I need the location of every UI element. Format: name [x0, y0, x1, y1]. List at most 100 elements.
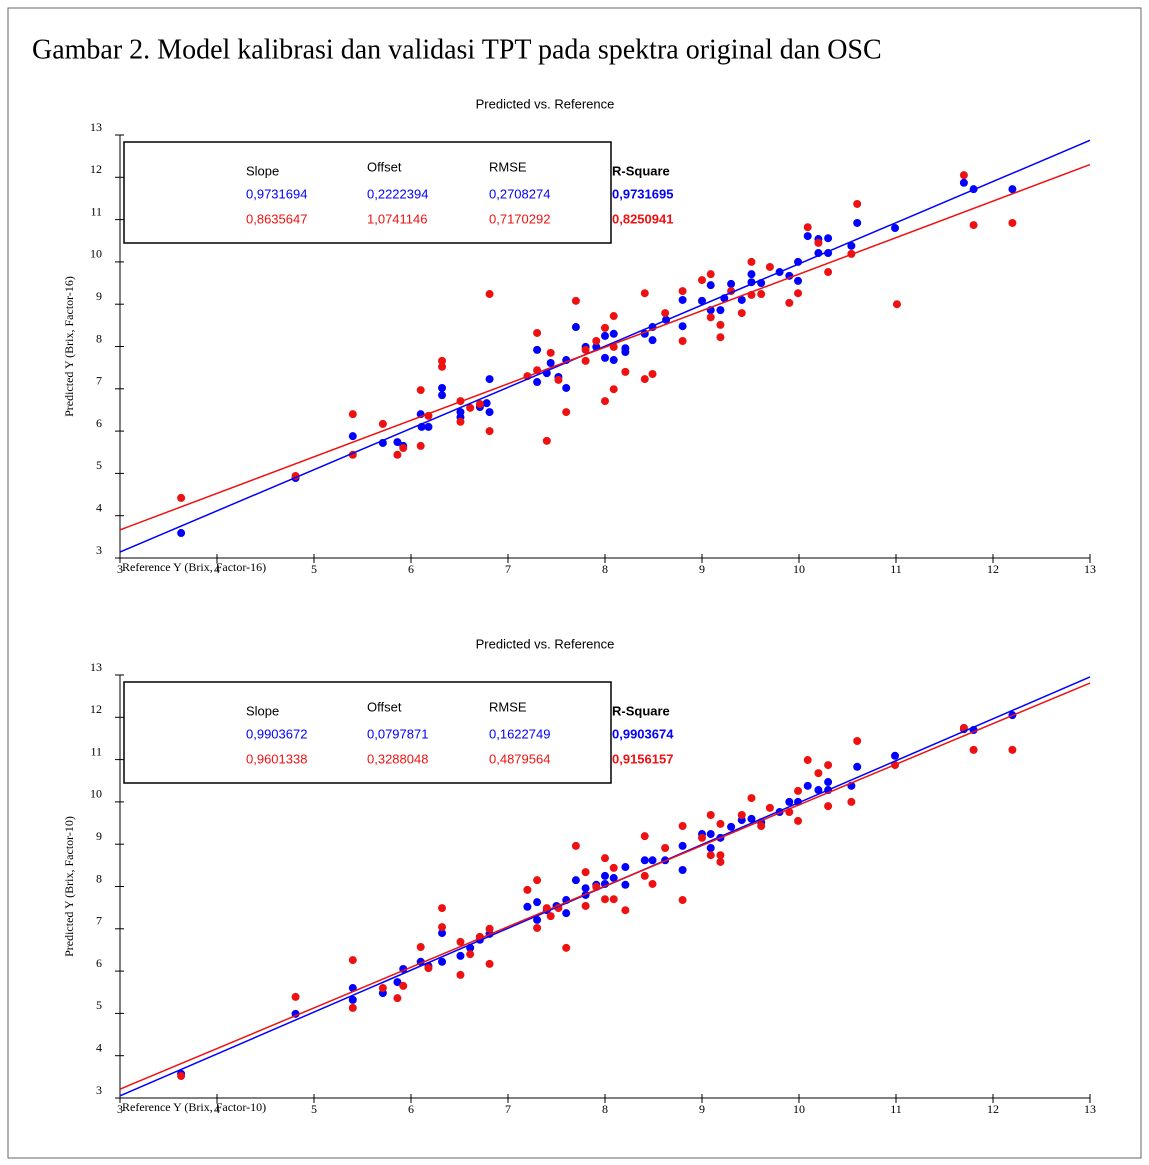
point [678, 337, 687, 346]
point [424, 422, 433, 431]
point [601, 331, 609, 340]
point [678, 896, 687, 905]
point [661, 844, 670, 853]
point [621, 367, 630, 376]
point [706, 851, 715, 860]
point [581, 345, 590, 354]
point [824, 234, 833, 243]
point [698, 296, 706, 305]
stats-value: 0,7170292 [489, 211, 550, 226]
y-tick-label: 3 [96, 1083, 102, 1097]
point [378, 984, 387, 993]
point [853, 762, 862, 771]
point [466, 403, 475, 412]
point [640, 289, 649, 298]
point [546, 348, 555, 357]
point [609, 312, 618, 321]
point [969, 745, 978, 754]
point [378, 419, 387, 428]
point [747, 794, 756, 803]
point [640, 375, 649, 384]
stats-header: R-Square [612, 703, 670, 718]
point [609, 863, 618, 872]
y-tick-label: 3 [96, 543, 102, 557]
point [456, 951, 465, 960]
point [794, 786, 803, 795]
stats-header: RMSE [489, 159, 527, 174]
point [824, 761, 833, 770]
point [716, 333, 725, 342]
point [824, 268, 833, 277]
point [562, 408, 571, 417]
x-tick-label: 7 [505, 562, 511, 576]
point [581, 901, 590, 910]
point [485, 290, 494, 299]
point [648, 856, 657, 865]
point [542, 436, 551, 445]
point [523, 885, 532, 894]
y-tick-label: 12 [90, 702, 102, 716]
point [393, 450, 402, 459]
point [621, 344, 630, 353]
point [533, 328, 542, 337]
point [706, 844, 715, 853]
point [562, 943, 571, 952]
point [785, 797, 794, 806]
stats-value: 1,0741146 [367, 211, 428, 226]
point [485, 959, 494, 968]
point [765, 262, 774, 271]
point [706, 313, 715, 322]
point [393, 978, 402, 987]
point [847, 241, 856, 250]
point [678, 295, 687, 304]
y-tick-label: 5 [96, 458, 102, 472]
point [648, 369, 657, 378]
point [737, 811, 746, 820]
y-tick-label: 13 [90, 120, 102, 134]
point [853, 199, 862, 208]
point [416, 386, 425, 395]
point [716, 857, 725, 866]
point [727, 279, 736, 288]
point [706, 811, 715, 820]
point [794, 276, 803, 285]
y-tick-label: 8 [96, 871, 102, 885]
point [601, 397, 609, 406]
stats-header: Slope [246, 703, 279, 718]
stats-box [123, 681, 612, 784]
x-tick-label: 11 [890, 1102, 902, 1116]
y-tick-label: 12 [90, 162, 102, 176]
y-tick-label: 5 [96, 998, 102, 1012]
point [601, 353, 609, 362]
point [592, 337, 601, 346]
point [177, 493, 186, 502]
point [348, 956, 357, 965]
stats-header: Offset [367, 699, 402, 714]
point [892, 300, 901, 309]
point [737, 295, 746, 304]
point [640, 871, 649, 880]
point [348, 410, 357, 419]
x-tick-label: 8 [602, 562, 608, 576]
stats-value: 0,9601338 [246, 751, 307, 766]
x-tick-label: 6 [408, 1102, 414, 1116]
y-tick-label: 4 [96, 1040, 102, 1054]
x-tick-label: 13 [1084, 562, 1096, 576]
point [571, 841, 580, 850]
point [348, 432, 357, 441]
point [571, 323, 580, 332]
point [847, 797, 856, 806]
y-axis-label: Predicted Y (Brix, Factor-10) [62, 816, 76, 957]
point [393, 994, 402, 1003]
point [533, 923, 542, 932]
point [466, 950, 475, 959]
point [803, 756, 812, 765]
point [546, 912, 555, 921]
point [601, 871, 609, 880]
point [609, 329, 618, 338]
regression-line [119, 139, 1091, 553]
x-tick-label: 10 [793, 562, 805, 576]
point [824, 802, 833, 811]
stats-header: Offset [367, 159, 402, 174]
stats-header: Slope [246, 163, 279, 178]
